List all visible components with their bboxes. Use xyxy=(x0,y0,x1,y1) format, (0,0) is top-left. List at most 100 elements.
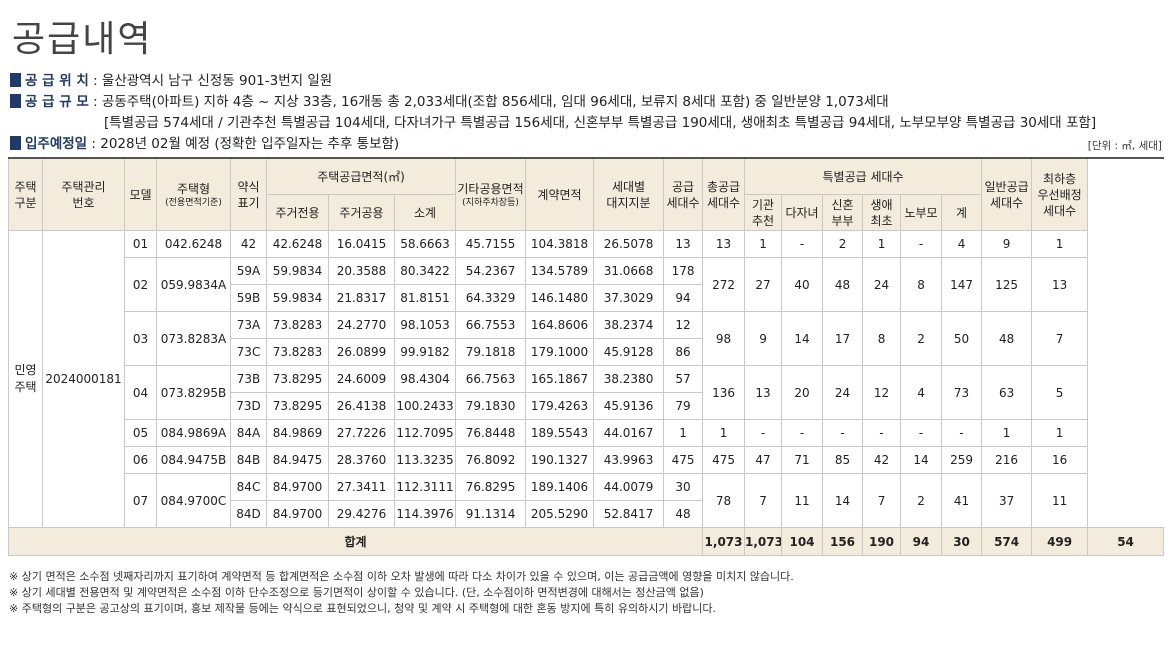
cell-model: 03 xyxy=(124,311,157,366)
cell-common-area: 26.4138 xyxy=(328,392,395,420)
cell-subtotal: 81.8151 xyxy=(393,284,457,312)
cell-other-common: 64.3329 xyxy=(455,284,527,312)
cell-common-area: 28.3760 xyxy=(328,446,395,474)
supply-table: 주택 구분 주택관리 번호 모델 주택형 (전용면적기준) 약식 표기 주택공급면… xyxy=(7,157,1164,556)
bullet-square xyxy=(10,94,21,108)
cell-common-area: 27.3411 xyxy=(328,473,395,501)
cell-general: 37 xyxy=(981,473,1033,528)
cell-subtotal: 58.6663 xyxy=(393,230,457,258)
cell-elderly: - xyxy=(900,419,943,447)
header-contract-area: 계약면적 xyxy=(525,157,595,231)
cell-private-area: 84.9700 xyxy=(266,473,329,501)
cell-institution: 1 xyxy=(744,230,783,258)
total-newly: 190 xyxy=(862,527,902,556)
cell-multichild: 40 xyxy=(781,257,824,312)
cell-abbr: 84C xyxy=(230,473,267,501)
cell-institution: - xyxy=(744,419,783,447)
cell-private-area: 73.8283 xyxy=(266,311,329,339)
total-multi: 156 xyxy=(822,527,864,556)
cell-elderly: 14 xyxy=(900,446,943,474)
table-row: 73C 73.8283 26.0899 99.9182 79.1818 179.1000 4… xyxy=(9,338,1164,366)
cell-model: 06 xyxy=(124,446,157,474)
cell-common-area: 29.4276 xyxy=(328,500,395,528)
cell-contract-area: 205.5290 xyxy=(525,500,595,528)
cell-subtotal: 98.4304 xyxy=(393,365,457,393)
header-special-supply: 특별공급 세대수 xyxy=(744,157,983,195)
cell-total-supply: 136 xyxy=(702,365,746,420)
cell-newlywed: 24 xyxy=(822,365,864,420)
cell-model: 04 xyxy=(124,365,157,420)
total-total: 1,073 xyxy=(744,527,783,556)
cell-institution: 27 xyxy=(744,257,783,312)
cell-subtotal: 113.3235 xyxy=(393,446,457,474)
cell-land-share: 52.8417 xyxy=(593,500,665,528)
supply-location-label: 공 급 위 치 xyxy=(25,73,89,89)
cell-housing-type: 042.6248 xyxy=(156,230,231,258)
table-row: 73D 73.8295 26.4138 100.2433 79.1830 179.4263… xyxy=(9,392,1164,420)
table-row: 84D 84.9700 29.4276 114.3976 91.1314 205.5290… xyxy=(9,500,1164,528)
cell-private-area: 84.9869 xyxy=(266,419,329,447)
cell-other-common: 91.1314 xyxy=(455,500,527,528)
cell-land-share: 31.0668 xyxy=(593,257,665,285)
cell-special-total: 259 xyxy=(941,446,983,474)
cell-abbr: 84D xyxy=(230,500,267,528)
cell-supply-units: 12 xyxy=(663,311,704,339)
cell-multichild: - xyxy=(781,419,824,447)
cell-total-supply: 1 xyxy=(702,419,746,447)
cell-housing-type: 084.9475B xyxy=(156,446,231,474)
total-units: 1,073 xyxy=(702,527,746,556)
cell-housing-type: 084.9700C xyxy=(156,473,231,528)
cell-abbr: 73B xyxy=(230,365,267,393)
cell-top-floor: 1 xyxy=(1031,230,1089,258)
table-row: 민영 주택 2024000181 01 042.6248 42 42.6248 16.041… xyxy=(8,230,1164,528)
move-in-value: : 2028년 02월 예정 (정확한 입주일자는 추후 통보함) xyxy=(87,136,400,152)
total-top: 54 xyxy=(1087,527,1164,556)
cell-model: 02 xyxy=(124,257,157,312)
table-body: 민영 주택 2024000181 01 042.6248 42 42.6248 16.041… xyxy=(7,230,1164,556)
total-sp-total: 574 xyxy=(981,527,1033,556)
cell-institution: 9 xyxy=(744,311,783,366)
header-other-common: 기타공용면적 (지하주차장등) xyxy=(455,157,527,231)
cell-abbr: 42 xyxy=(230,230,267,258)
cell-other-common: 66.7553 xyxy=(455,311,527,339)
type-group-value: 민영 주택 xyxy=(14,363,37,394)
cell-firsttime: 1 xyxy=(862,230,902,258)
cell-total-supply: 98 xyxy=(702,311,746,366)
cell-supply-units: 475 xyxy=(663,446,704,474)
cell-firsttime: 24 xyxy=(862,257,902,312)
cell-subtotal: 112.3111 xyxy=(393,473,457,501)
cell-subtotal: 100.2433 xyxy=(393,392,457,420)
cell-other-common: 54.2367 xyxy=(455,257,527,285)
header-multichild: 다자녀 xyxy=(781,194,824,231)
header-supply-area: 주택공급면적(㎡) xyxy=(265,157,457,195)
total-general: 499 xyxy=(1031,527,1089,556)
cell-land-share: 38.2374 xyxy=(593,311,665,339)
footnotes: ※ 상기 면적은 소수점 넷째자리까지 표기하여 계약면적 등 합계면적은 소수… xyxy=(9,569,794,617)
cell-special-total: 41 xyxy=(941,473,983,528)
cell-special-total: 50 xyxy=(941,311,983,366)
cell-other-common: 79.1830 xyxy=(455,392,527,420)
cell-land-share: 37.3029 xyxy=(593,284,665,312)
cell-special-total: 4 xyxy=(941,230,983,258)
supply-scale-label: 공 급 규 모 xyxy=(25,94,89,110)
header-newlywed: 신혼 부부 xyxy=(822,194,864,231)
cell-newlywed: 48 xyxy=(822,257,864,312)
supply-location-value: : 울산광역시 남구 신정동 901-3번지 일원 xyxy=(88,73,333,89)
cell-common-area: 24.2770 xyxy=(328,311,395,339)
cell-common-area: 26.0899 xyxy=(328,338,395,366)
supply-location: 공 급 위 치 : 울산광역시 남구 신정동 901-3번지 일원 xyxy=(10,72,332,91)
cell-land-share: 44.0079 xyxy=(593,473,665,501)
header-abbr: 약식 표기 xyxy=(230,157,267,231)
cell-model: 01 xyxy=(124,230,157,258)
cell-common-area: 27.7226 xyxy=(328,419,395,447)
cell-firsttime: 12 xyxy=(862,365,902,420)
cell-elderly: 2 xyxy=(900,473,943,528)
move-in-label: 입주예정일 xyxy=(25,136,88,152)
cell-abbr: 73C xyxy=(230,338,267,366)
header-elderly: 노부모 xyxy=(900,194,943,231)
cell-contract-area: 190.1327 xyxy=(525,446,595,474)
cell-total-supply: 475 xyxy=(702,446,746,474)
cell-contract-area: 189.1406 xyxy=(525,473,595,501)
page-title: 공급내역 xyxy=(12,19,153,60)
cell-supply-units: 178 xyxy=(663,257,704,285)
